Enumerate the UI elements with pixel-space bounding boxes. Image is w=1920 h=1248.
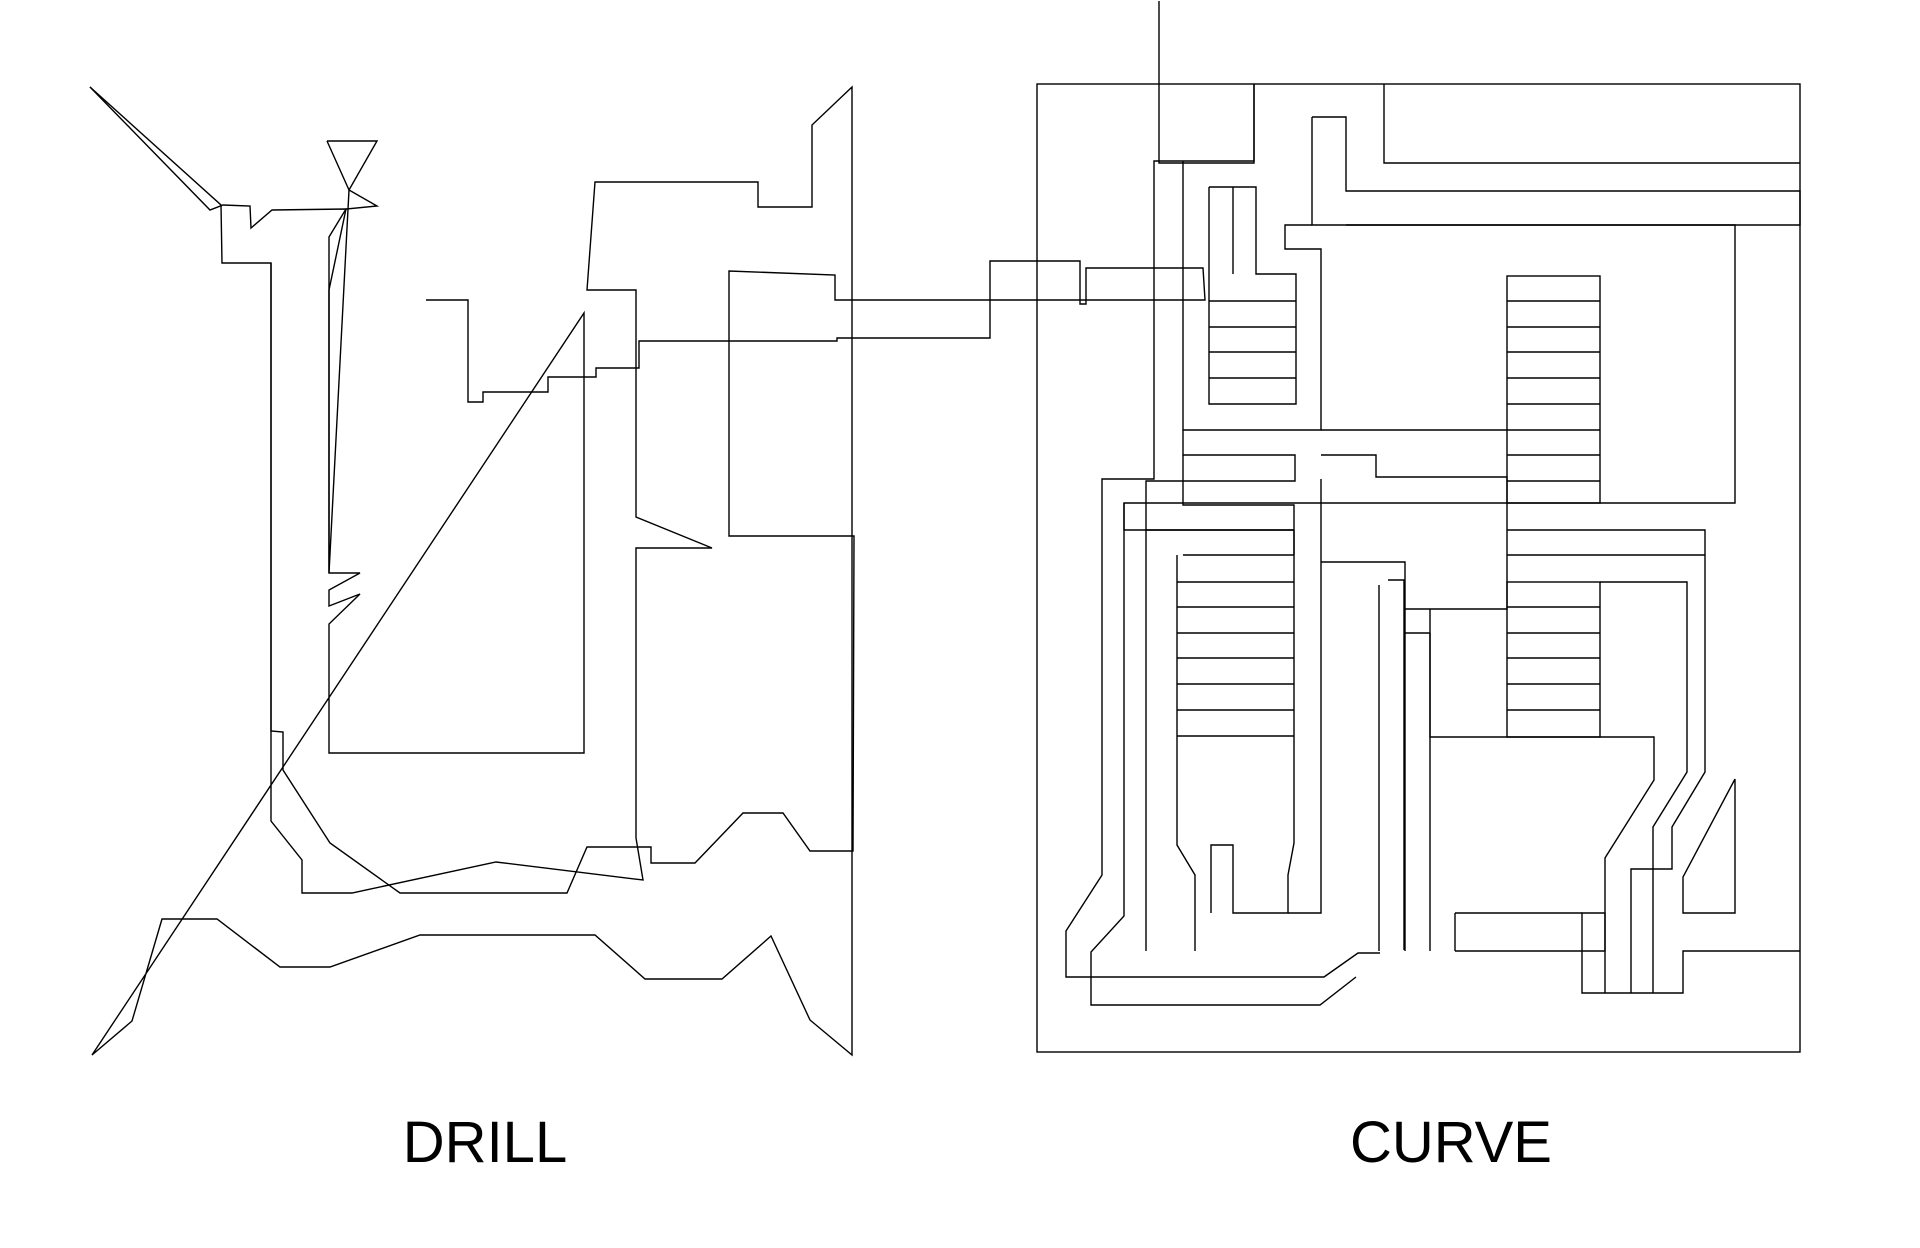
curve-trace-center-right [1288,479,1322,914]
curve-comb-right-lower-block [1506,581,1601,738]
curve-trace-right-rail [1090,224,1736,1006]
curve-comb-top-inner [1208,186,1297,405]
curve-trace-top-right [1383,84,1800,164]
drill-label: DRILL [402,1110,568,1175]
curve-center-block [1321,454,1508,610]
drill-path-funnel [326,140,380,574]
curve-board-outline [1036,83,1801,1053]
curve-comb-center-left [1182,455,1295,914]
drill-path-main [89,86,1206,894]
curve-circuit-drawing [1036,1,1801,1053]
curve-comb-right-block [1506,275,1601,504]
curve-trace-right-bus [1682,778,1736,914]
curve-trace-bottom-right [1455,912,1800,994]
drill-path-drawing [89,85,1206,1057]
curve-bus-middle-left [1145,430,1296,531]
curve-trace-top-loop [1311,116,1801,226]
curve-comb-center-frame [1176,555,1196,951]
curve-comb-right-mid [1507,529,1706,993]
curve-label: CURVE [1350,1110,1552,1175]
drill-path-outer [89,85,853,1057]
curve-comb-right-mid3 [1600,581,1688,993]
curve-trace-center-right2 [1388,579,1405,950]
curve-trace-top-mid [1158,1,1255,164]
curve-trace-lower-right [1429,609,1655,993]
curve-trace-top-left [1065,84,1380,978]
curve-comb-top-outer [1182,161,1322,431]
curve-comb-center-left-wire [1123,503,1294,531]
